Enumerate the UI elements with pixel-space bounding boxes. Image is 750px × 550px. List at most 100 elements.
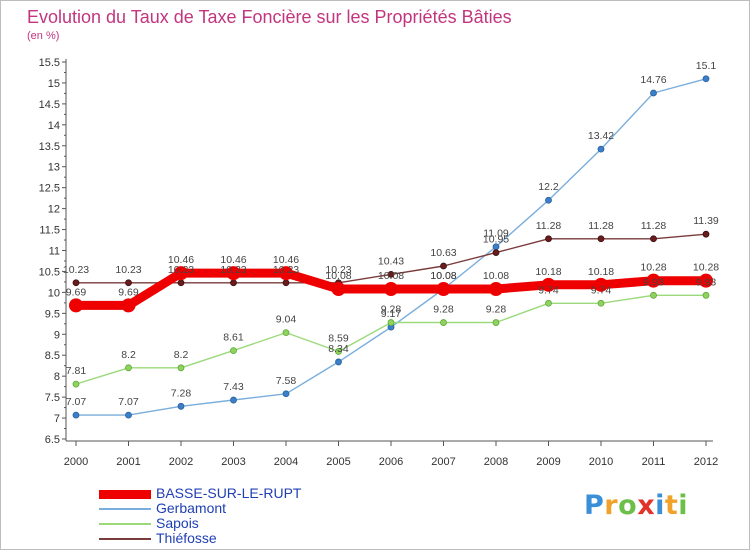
logo-letter: o xyxy=(618,490,638,521)
series-point xyxy=(545,196,552,204)
y-tick-label: 12 xyxy=(48,204,60,216)
series-point xyxy=(177,279,185,287)
data-label: 10.46 xyxy=(220,254,246,266)
series-point xyxy=(72,279,80,287)
y-tick-label: 12.5 xyxy=(39,183,60,195)
y-tick-label: 8.5 xyxy=(45,350,60,362)
legend-label: BASSE-SUR-LE-RUPT xyxy=(156,485,302,501)
series-point xyxy=(384,282,398,297)
data-label: 7.07 xyxy=(118,396,139,408)
data-label: 9.74 xyxy=(591,284,612,296)
legend-item: Gerbamont xyxy=(99,500,399,516)
logo-letter: x xyxy=(637,490,656,521)
series-point xyxy=(125,364,132,372)
legend-label: Sapois xyxy=(156,515,199,531)
data-label: 8.2 xyxy=(121,349,136,361)
data-label: 9.17 xyxy=(381,308,402,320)
data-label: 10.23 xyxy=(220,264,246,276)
series-point xyxy=(121,298,136,313)
data-label: 9.28 xyxy=(486,304,507,316)
data-label: 10.46 xyxy=(273,254,299,266)
proxiti-logo: Proxiti xyxy=(584,490,688,521)
axes: 6.577.588.599.51010.51111.51212.51313.51… xyxy=(39,57,719,468)
x-tick-label: 2007 xyxy=(431,456,455,468)
series-layer xyxy=(69,75,713,419)
logo-letter: P xyxy=(584,490,605,521)
series-point xyxy=(335,348,342,355)
series-point xyxy=(226,266,241,281)
legend-item: Thiéfosse xyxy=(99,530,399,546)
data-label: 9.04 xyxy=(276,314,297,326)
series-point xyxy=(702,291,710,299)
series-point xyxy=(699,273,713,288)
legend-swatch xyxy=(99,538,151,540)
series-point xyxy=(230,396,237,404)
x-tick-label: 2006 xyxy=(379,456,403,468)
data-label: 7.43 xyxy=(223,381,244,393)
data-label: 10.23 xyxy=(115,264,141,276)
data-label: 10.95 xyxy=(483,234,509,246)
y-tick-label: 11.5 xyxy=(39,225,60,237)
unit-label: (en %) xyxy=(27,30,60,42)
y-tick-label: 13 xyxy=(48,162,60,174)
data-label: 10.23 xyxy=(325,264,351,276)
data-label: 10.18 xyxy=(535,266,561,278)
series-point xyxy=(387,319,395,326)
y-tick-label: 7 xyxy=(54,413,60,425)
series-point xyxy=(125,279,132,287)
series-point xyxy=(650,89,657,97)
x-tick-label: 2010 xyxy=(589,456,613,468)
logo-letter: t xyxy=(664,490,679,521)
data-label: 9.28 xyxy=(433,304,454,316)
y-tick-label: 14.5 xyxy=(39,99,60,111)
data-label: 8.61 xyxy=(223,332,244,344)
y-tick-label: 15.5 xyxy=(39,57,60,69)
series-point xyxy=(646,273,661,288)
data-label: 7.07 xyxy=(66,396,87,408)
series-point xyxy=(489,282,503,297)
data-label: 10.08 xyxy=(325,270,351,282)
data-label: 7.28 xyxy=(171,387,192,399)
x-tick-label: 2008 xyxy=(484,456,508,468)
series-point xyxy=(387,270,395,278)
data-label: 10.18 xyxy=(588,266,614,278)
series-point xyxy=(492,319,500,326)
series-point xyxy=(230,347,237,355)
data-label: 10.23 xyxy=(63,264,89,276)
series-point xyxy=(279,266,293,281)
series-point xyxy=(282,279,290,287)
x-tick-label: 2011 xyxy=(642,456,666,468)
y-tick-label: 10 xyxy=(48,287,60,299)
data-label: 8.2 xyxy=(174,349,189,361)
logo-letter: i xyxy=(655,490,665,521)
series-point xyxy=(125,411,132,419)
series-point xyxy=(174,266,188,281)
legend-item: BASSE-SUR-LE-RUPT xyxy=(99,485,399,501)
legend-swatch xyxy=(99,508,151,510)
series-point xyxy=(702,230,710,238)
y-tick-label: 10.5 xyxy=(39,266,60,278)
x-tick-label: 2000 xyxy=(64,456,88,468)
x-tick-label: 2005 xyxy=(326,456,350,468)
data-label: 10.23 xyxy=(273,264,299,276)
data-label: 10.43 xyxy=(378,255,404,267)
series-point xyxy=(545,299,552,307)
series-point xyxy=(597,145,605,153)
data-label: 14.76 xyxy=(640,74,666,86)
data-label: 9.93 xyxy=(643,276,664,288)
data-label: 10.08 xyxy=(430,270,456,282)
data-label: 7.81 xyxy=(66,365,87,377)
data-label: 10.28 xyxy=(693,262,719,274)
x-tick-label: 2001 xyxy=(116,456,140,468)
series-point xyxy=(331,282,346,297)
y-tick-label: 11 xyxy=(49,246,60,258)
legend-swatch xyxy=(99,523,151,525)
data-label: 10.23 xyxy=(168,264,194,276)
series-point xyxy=(72,411,80,419)
data-label: 10.08 xyxy=(378,270,404,282)
data-label: 9.28 xyxy=(381,304,402,316)
legend-label: Thiéfosse xyxy=(156,530,217,546)
